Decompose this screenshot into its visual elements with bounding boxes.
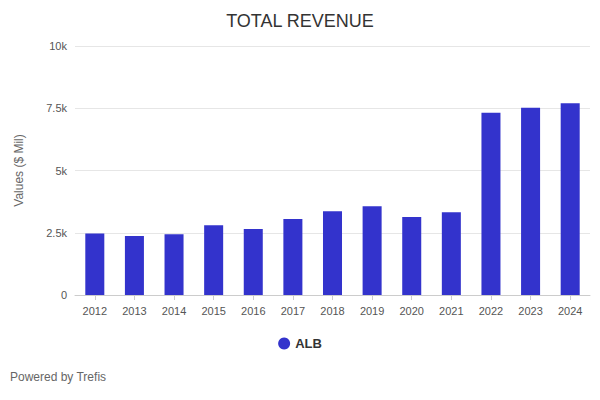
svg-text:2023: 2023 <box>518 305 542 317</box>
svg-text:2.5k: 2.5k <box>46 227 67 239</box>
svg-text:2022: 2022 <box>479 305 503 317</box>
svg-text:2018: 2018 <box>320 305 344 317</box>
svg-text:2019: 2019 <box>360 305 384 317</box>
svg-text:2014: 2014 <box>162 305 186 317</box>
svg-text:Powered by Trefis: Powered by Trefis <box>10 370 106 384</box>
svg-text:10k: 10k <box>49 40 67 52</box>
svg-text:2013: 2013 <box>122 305 146 317</box>
svg-text:5k: 5k <box>55 165 67 177</box>
svg-text:2021: 2021 <box>439 305 463 317</box>
svg-text:0: 0 <box>61 289 67 301</box>
svg-text:ALB: ALB <box>295 336 322 351</box>
svg-text:2012: 2012 <box>83 305 107 317</box>
svg-text:2017: 2017 <box>281 305 305 317</box>
svg-text:2015: 2015 <box>201 305 225 317</box>
svg-text:2020: 2020 <box>399 305 423 317</box>
svg-text:Values ($ Mil): Values ($ Mil) <box>12 134 26 206</box>
svg-text:2024: 2024 <box>558 305 582 317</box>
svg-text:7.5k: 7.5k <box>46 102 67 114</box>
svg-text:TOTAL REVENUE: TOTAL REVENUE <box>226 11 374 31</box>
svg-text:2016: 2016 <box>241 305 265 317</box>
